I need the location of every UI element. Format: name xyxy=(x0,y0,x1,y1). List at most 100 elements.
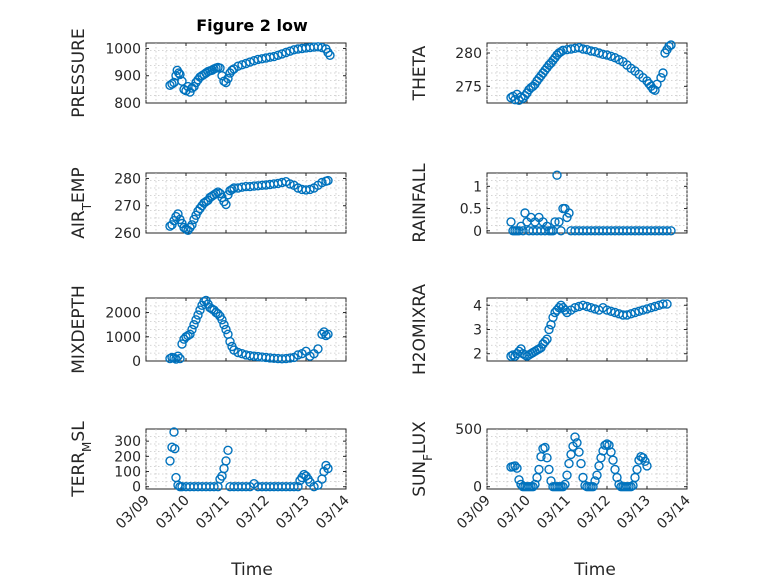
data-point xyxy=(219,320,229,330)
data-point xyxy=(177,339,187,349)
x-tick-label: 03/14 xyxy=(654,492,694,532)
data-point xyxy=(650,85,660,96)
data-point xyxy=(193,310,203,320)
series-air-temp xyxy=(165,175,333,236)
y-axis-label-sun-flux: SUNFLUX xyxy=(410,421,435,497)
data-point xyxy=(514,475,524,485)
data-point xyxy=(285,353,295,363)
data-point xyxy=(554,217,564,227)
data-point xyxy=(187,324,197,335)
data-point xyxy=(656,72,666,83)
grid-theta xyxy=(486,43,688,103)
data-point xyxy=(600,440,610,450)
data-point xyxy=(195,305,205,315)
data-point xyxy=(626,309,636,319)
data-point xyxy=(534,464,544,475)
data-point xyxy=(317,177,327,188)
data-point xyxy=(269,51,279,62)
data-point xyxy=(664,41,674,51)
data-point xyxy=(323,463,333,474)
x-tick-label: 03/09 xyxy=(113,493,153,533)
y-tick-label: 275 xyxy=(455,79,482,95)
data-point xyxy=(542,334,552,344)
data-point xyxy=(313,344,323,354)
y-tick-label: 200 xyxy=(114,449,141,465)
data-point xyxy=(221,324,231,335)
data-point xyxy=(325,50,335,60)
data-point xyxy=(592,470,602,480)
data-point xyxy=(169,427,179,437)
series-rainfall xyxy=(506,170,676,236)
y-tick-label: 1000 xyxy=(105,330,141,346)
data-point xyxy=(237,60,247,70)
data-point xyxy=(187,220,197,230)
data-point xyxy=(293,350,303,360)
data-point xyxy=(562,212,572,223)
data-point xyxy=(560,479,570,490)
grid-rainfall xyxy=(486,173,688,233)
data-point xyxy=(520,208,530,218)
data-point xyxy=(516,221,526,232)
data-point xyxy=(323,47,333,58)
subplot-air-temp: 260 270 280 AIRTEMP xyxy=(69,167,347,242)
data-point xyxy=(572,438,582,448)
data-point xyxy=(175,69,185,80)
data-point xyxy=(317,329,327,339)
data-point xyxy=(626,482,636,492)
data-point xyxy=(622,310,632,320)
subplot-theta: 275 280 THETA xyxy=(410,40,688,106)
y-tick-label: 0 xyxy=(473,224,482,240)
data-point xyxy=(608,455,618,465)
y-tick-label: 0 xyxy=(473,480,482,496)
y-tick-label: 2000 xyxy=(105,306,141,322)
data-point xyxy=(245,57,255,67)
data-point xyxy=(602,439,612,449)
y-tick-label: 100 xyxy=(114,465,141,481)
data-point xyxy=(191,315,201,325)
data-point xyxy=(512,463,522,473)
data-point xyxy=(173,351,183,361)
data-point xyxy=(183,81,193,92)
data-point xyxy=(273,50,283,60)
x-tick-label: 03/09 xyxy=(454,493,494,533)
subplot-rainfall: 0 0.5 1 RAINFALL xyxy=(410,163,688,243)
data-point xyxy=(518,226,528,236)
data-point xyxy=(540,336,550,347)
data-point xyxy=(652,79,662,90)
data-point xyxy=(217,315,227,325)
data-point xyxy=(209,482,219,492)
data-point xyxy=(602,50,612,60)
x-tick-label: 03/10 xyxy=(153,493,193,533)
series-pressure xyxy=(165,42,335,97)
series-h2omixra xyxy=(506,299,672,361)
y-axis-label-theta: THETA xyxy=(410,45,430,101)
data-point xyxy=(606,306,616,316)
data-point xyxy=(223,73,233,84)
data-point xyxy=(293,482,303,492)
data-point xyxy=(662,299,672,309)
data-point xyxy=(225,336,235,347)
y-tick-label: 1 xyxy=(473,179,482,195)
x-tick-label: 03/11 xyxy=(193,493,233,533)
data-point xyxy=(185,222,195,233)
subplot-sun-flux: 0 500 03/09 03/10 03/11 03/12 03/13 03/14 SUNFLU… xyxy=(410,421,694,533)
x-tick-label: 03/14 xyxy=(313,492,353,532)
data-point xyxy=(323,175,333,186)
y-tick-label: 280 xyxy=(114,171,141,187)
subplot-h2omixra: 2 3 4 H2OMIXRA xyxy=(410,284,688,375)
data-point xyxy=(514,226,524,236)
y-tick-label: 1000 xyxy=(105,41,141,57)
data-point xyxy=(227,184,237,195)
data-point xyxy=(217,70,227,81)
data-point xyxy=(562,470,572,480)
y-tick-label: 260 xyxy=(114,226,141,242)
y-tick-label: 3 xyxy=(473,323,482,339)
data-point xyxy=(281,47,291,58)
data-point xyxy=(223,445,233,455)
data-point xyxy=(528,482,538,492)
data-point xyxy=(167,79,177,89)
x-axis-label-right: Time xyxy=(573,560,616,580)
data-point xyxy=(542,453,552,463)
data-point xyxy=(219,196,229,207)
